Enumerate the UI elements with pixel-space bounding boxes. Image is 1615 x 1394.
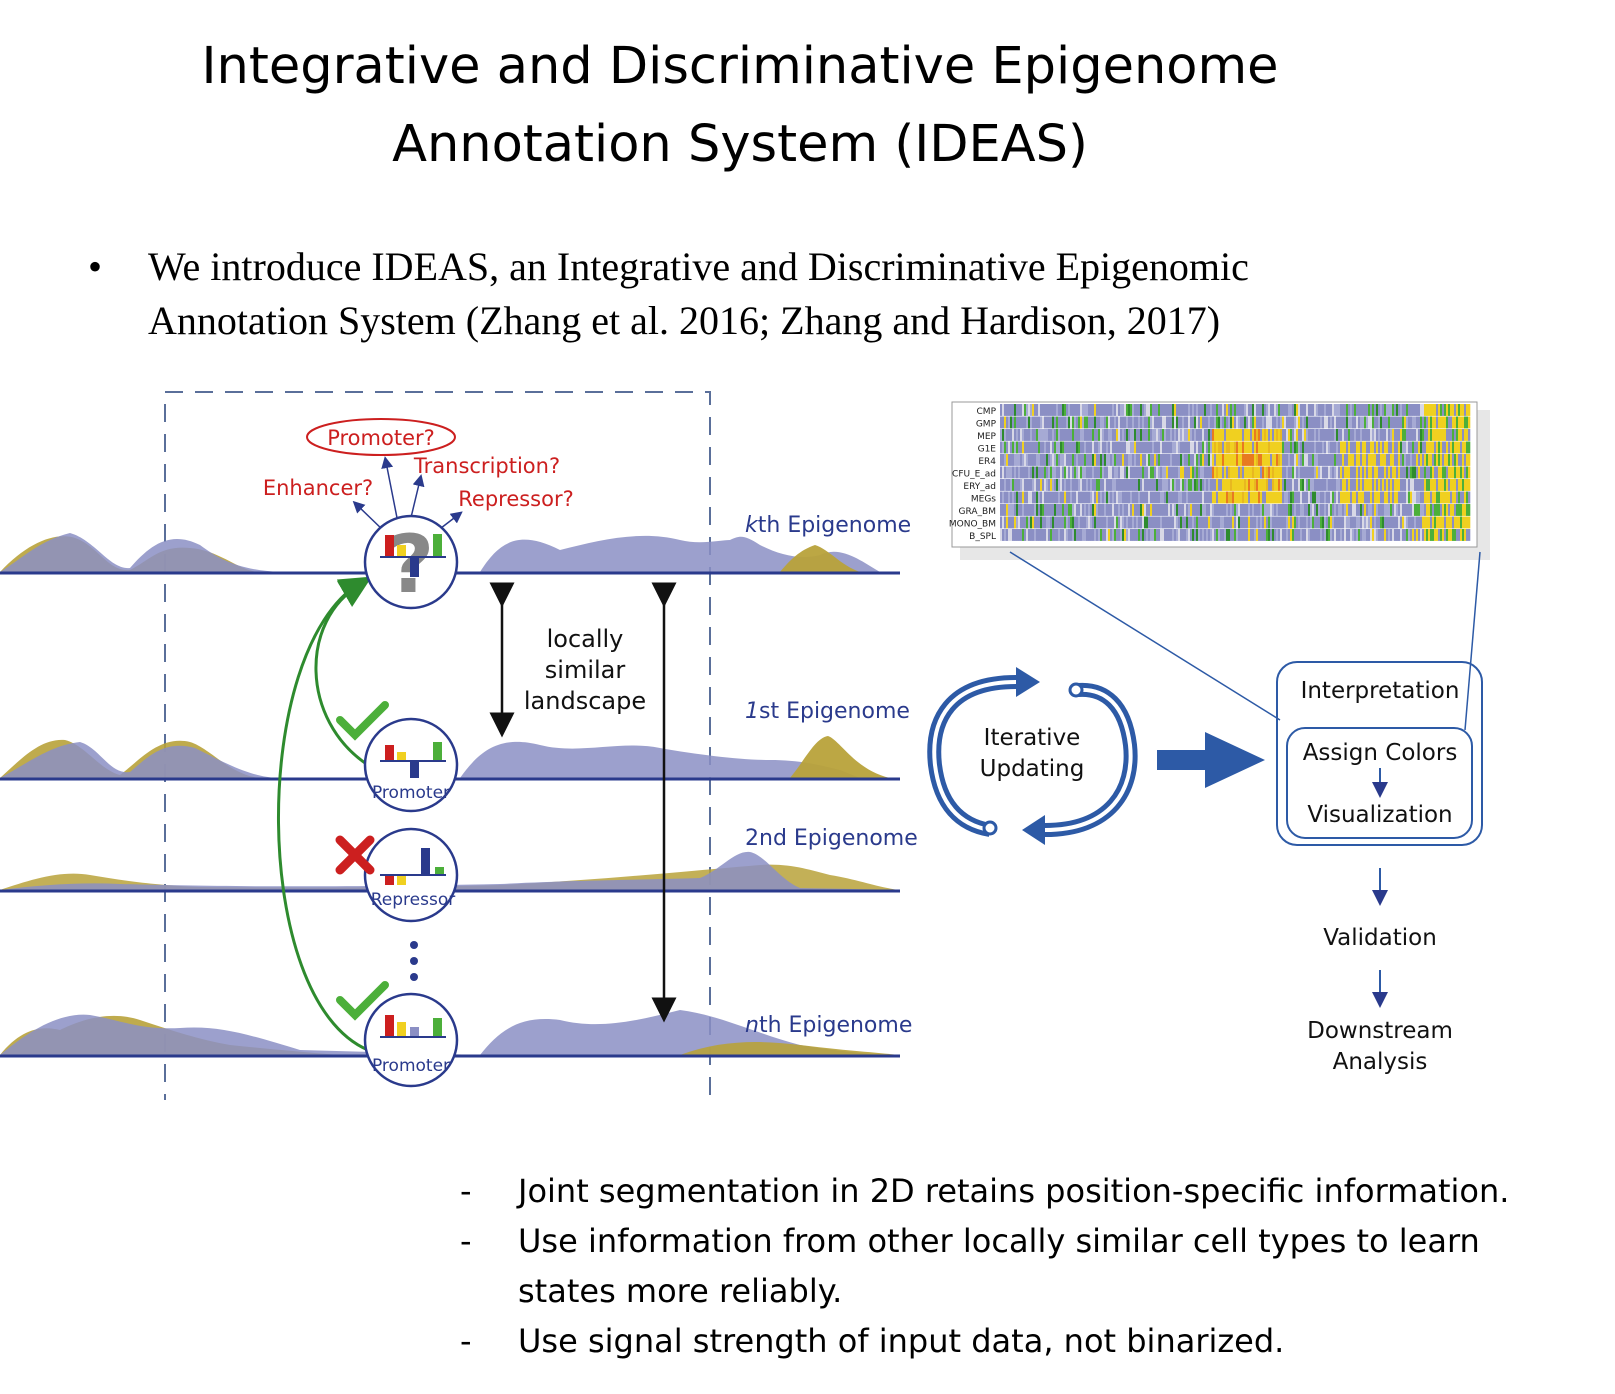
repressor-question: Repressor? [458, 487, 574, 511]
locally-label-3: landscape [524, 687, 646, 715]
promoter-question-ellipse [306, 418, 456, 456]
heatmap-row-label: GRA_BM [959, 507, 996, 517]
heatmap: CMP GMP MEP G1E ER4 CFU_E_ad ERY_ad MEGs GRA_BM M… [949, 401, 1490, 560]
point-dash: - [460, 1172, 472, 1210]
iterative-label-1: Iterative [984, 725, 1081, 751]
interpretation-label: Interpretation [1301, 678, 1460, 704]
label-1st-epigenome: 1st Epigenome [745, 699, 910, 724]
promoter-question: Promoter? [327, 426, 435, 450]
iterative-label-2: Updating [980, 756, 1085, 782]
node-2nd: Repressor [363, 827, 459, 923]
heatmap-row-label: G1E [978, 445, 997, 455]
visualization-label: Visualization [1307, 802, 1452, 828]
check-icon-nth [336, 981, 389, 1021]
ideas-diagram: locally similar landscape Promoter? Tran… [0, 391, 1490, 1100]
intro-line-2: Annotation System (Zhang et al. 2016; Zh… [148, 298, 1221, 343]
enhancer-question: Enhancer? [263, 476, 373, 500]
heatmap-row-label: MEGs [971, 495, 996, 505]
node-kth: ? [363, 514, 459, 611]
point-text: Use signal strength of input data, not b… [518, 1322, 1285, 1360]
heatmap-row-label: GMP [976, 420, 997, 430]
label-kth-epigenome: kth Epigenome [745, 513, 911, 538]
locally-label-2: similar [545, 656, 626, 684]
heatmap-row-label: MONO_BM [949, 520, 996, 530]
assign-colors-label: Assign Colors [1303, 740, 1458, 766]
transcription-question: Transcription? [413, 454, 560, 478]
node-label-nth: Promoter [372, 1056, 450, 1076]
cross-icon-2nd [335, 835, 375, 875]
ellipsis-dot [410, 973, 418, 981]
label-nth-epigenome: nth Epigenome [745, 1013, 912, 1038]
heatmap-row-label: CMP [977, 407, 997, 417]
heatmap-row-label: B_SPL [969, 532, 996, 542]
point-text: states more reliably. [518, 1272, 843, 1310]
downstream-label-1: Downstream [1307, 1018, 1453, 1044]
downstream-label-2: Analysis [1333, 1049, 1428, 1075]
interpretation-box [1276, 661, 1483, 846]
title-line-2: Annotation System (IDEAS) [392, 115, 1088, 174]
ellipsis-dot [410, 957, 418, 965]
heatmap-row-label: ERY_ad [963, 482, 996, 492]
intro-bullet: We introduce IDEAS, an Integrative and D… [148, 240, 1568, 348]
point-text: Use information from other locally simil… [518, 1222, 1480, 1260]
iterative-cycle [927, 667, 1138, 845]
node-1st: Promoter [363, 717, 459, 813]
heatmap-row-label: ER4 [978, 457, 996, 467]
intro-line-1: We introduce IDEAS, an Integrative and D… [148, 244, 1249, 289]
node-label-1st: Promoter [372, 783, 450, 803]
point-dash: - [460, 1222, 472, 1260]
point-dash: - [460, 1322, 472, 1360]
heatmap-row-label: MEP [977, 432, 996, 442]
flow-arrow-icon [1157, 732, 1265, 788]
label-2nd-epigenome: 2nd Epigenome [745, 826, 918, 851]
validation-label: Validation [1323, 925, 1437, 951]
page-title: Integrative and Discriminative Epigenome… [0, 28, 1480, 184]
check-icon-1st [336, 701, 389, 741]
title-line-1: Integrative and Discriminative Epigenome [201, 37, 1279, 96]
node-nth: Promoter [363, 992, 459, 1088]
ellipsis-dot [410, 941, 418, 949]
point-text: Joint segmentation in 2D retains positio… [518, 1172, 1510, 1210]
locally-label-1: locally [547, 625, 624, 653]
bullet-marker: • [88, 244, 103, 289]
track-kth [0, 533, 900, 575]
feedback-arrow-1 [314, 578, 371, 767]
feedback-arrow-2 [277, 576, 371, 1052]
node-label-2nd: Repressor [371, 890, 455, 910]
assign-colors-box [1286, 727, 1473, 839]
heatmap-row-label: CFU_E_ad [952, 470, 996, 480]
